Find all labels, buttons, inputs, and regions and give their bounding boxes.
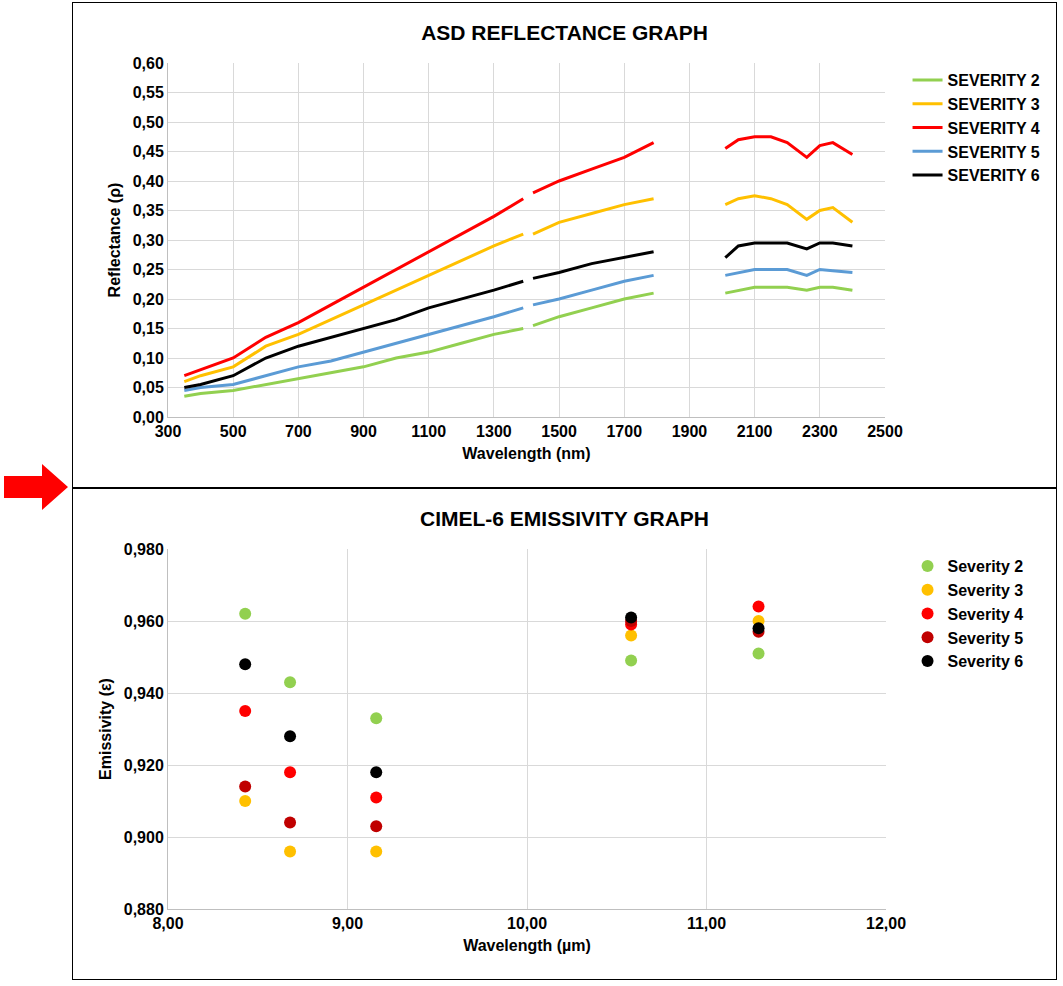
- svg-text:Reflectance (ρ): Reflectance (ρ): [106, 183, 123, 298]
- svg-text:Severity 5: Severity 5: [948, 630, 1024, 647]
- svg-text:1700: 1700: [606, 423, 642, 440]
- svg-text:Wavelength (nm): Wavelength (nm): [462, 445, 590, 462]
- svg-text:0,20: 0,20: [133, 291, 164, 308]
- svg-text:Emissivity (ε): Emissivity (ε): [97, 678, 114, 780]
- svg-text:0,60: 0,60: [133, 55, 164, 72]
- svg-text:2500: 2500: [867, 423, 903, 440]
- svg-text:11,00: 11,00: [687, 915, 726, 932]
- svg-text:2100: 2100: [737, 423, 773, 440]
- svg-text:SEVERITY 6: SEVERITY 6: [948, 167, 1040, 184]
- svg-text:12,00: 12,00: [866, 915, 906, 932]
- svg-text:8,00: 8,00: [152, 915, 183, 932]
- svg-text:0,960: 0,960: [124, 613, 164, 630]
- svg-text:SEVERITY 5: SEVERITY 5: [948, 144, 1040, 161]
- svg-text:0,40: 0,40: [133, 173, 164, 190]
- svg-text:0,880: 0,880: [124, 901, 164, 918]
- svg-text:10,00: 10,00: [507, 915, 547, 932]
- svg-text:900: 900: [350, 423, 377, 440]
- svg-text:1300: 1300: [476, 423, 512, 440]
- svg-text:SEVERITY 2: SEVERITY 2: [948, 72, 1040, 89]
- svg-text:0,920: 0,920: [124, 757, 164, 774]
- svg-text:SEVERITY 4: SEVERITY 4: [948, 120, 1040, 137]
- svg-text:0,50: 0,50: [133, 114, 164, 131]
- svg-text:CIMEL-6 EMISSIVITY GRAPH: CIMEL-6 EMISSIVITY GRAPH: [420, 507, 709, 530]
- svg-text:ASD REFLECTANCE GRAPH: ASD REFLECTANCE GRAPH: [421, 21, 708, 44]
- svg-text:0,55: 0,55: [133, 84, 164, 101]
- svg-text:0,900: 0,900: [124, 829, 164, 846]
- svg-text:1100: 1100: [411, 423, 446, 440]
- svg-text:700: 700: [285, 423, 312, 440]
- svg-text:500: 500: [220, 423, 247, 440]
- svg-text:0,15: 0,15: [133, 320, 164, 337]
- svg-text:0,45: 0,45: [133, 143, 164, 160]
- svg-text:2300: 2300: [802, 423, 838, 440]
- svg-text:0,35: 0,35: [133, 202, 164, 219]
- svg-text:Severity 4: Severity 4: [948, 606, 1024, 623]
- svg-text:0,940: 0,940: [124, 685, 164, 702]
- svg-text:0,25: 0,25: [133, 261, 164, 278]
- svg-text:Severity 3: Severity 3: [948, 582, 1024, 599]
- svg-text:0,00: 0,00: [133, 409, 164, 426]
- svg-text:0,30: 0,30: [133, 232, 164, 249]
- svg-text:Severity 6: Severity 6: [948, 653, 1024, 670]
- svg-text:0,05: 0,05: [133, 379, 164, 396]
- svg-text:1900: 1900: [672, 423, 708, 440]
- svg-text:9,00: 9,00: [332, 915, 363, 932]
- svg-text:Severity 2: Severity 2: [948, 558, 1024, 575]
- svg-text:SEVERITY 3: SEVERITY 3: [948, 96, 1040, 113]
- svg-text:Wavelength (µm): Wavelength (µm): [463, 937, 591, 954]
- svg-text:300: 300: [155, 423, 182, 440]
- svg-text:0,10: 0,10: [133, 350, 164, 367]
- svg-text:1500: 1500: [541, 423, 577, 440]
- svg-text:0,980: 0,980: [124, 541, 164, 558]
